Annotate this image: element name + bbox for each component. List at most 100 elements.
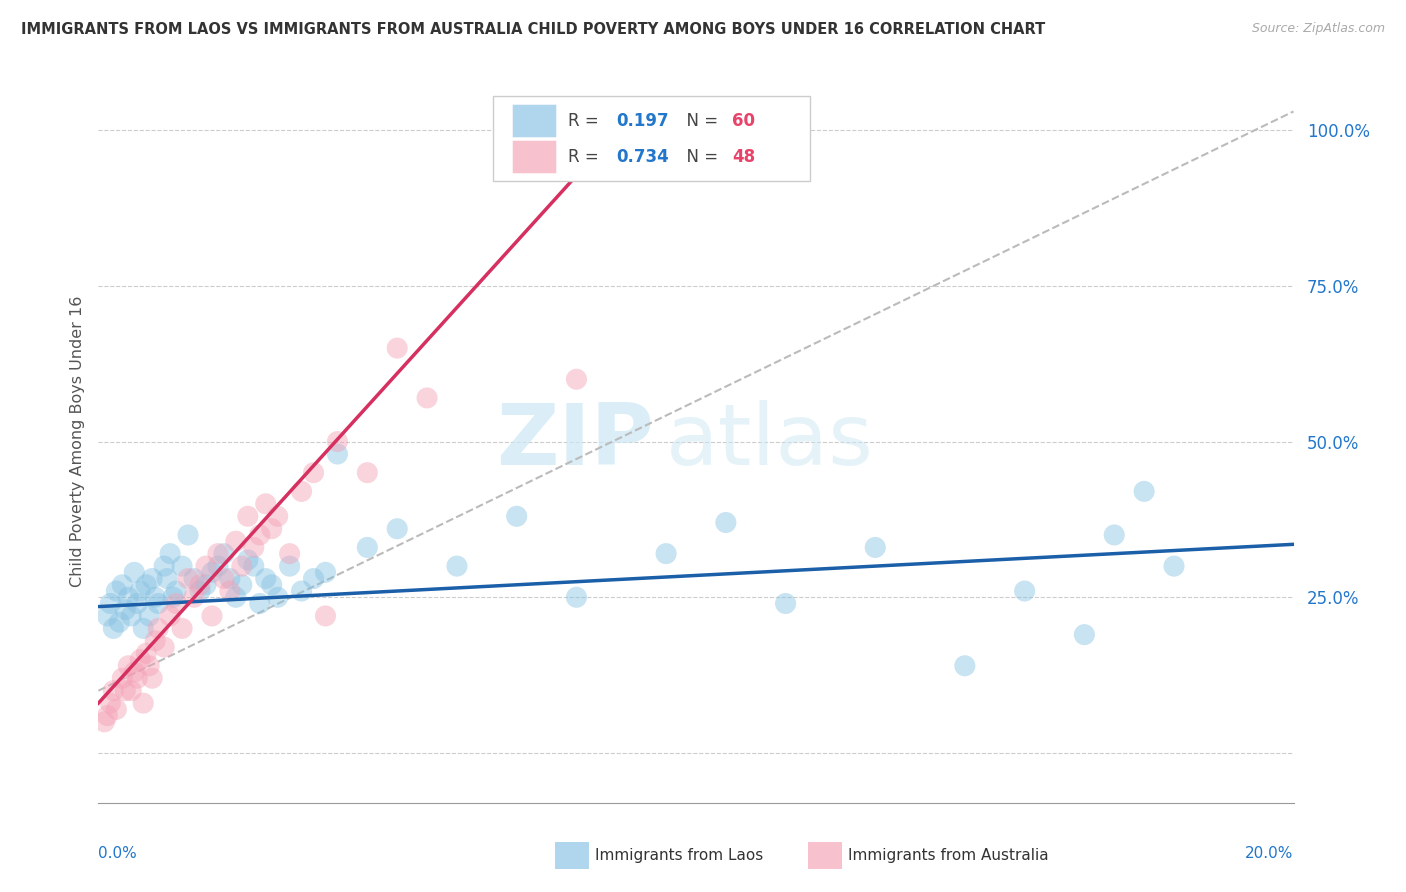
Point [114, 683, 136, 698]
Point [177, 528, 200, 542]
Point [132, 696, 155, 710]
Point [108, 615, 131, 630]
Point [117, 658, 139, 673]
FancyBboxPatch shape [512, 104, 557, 137]
Text: 60: 60 [733, 112, 755, 130]
Point [219, 584, 242, 599]
Text: R =: R = [568, 112, 605, 130]
Point [156, 572, 179, 586]
Point [315, 609, 337, 624]
Point [212, 547, 235, 561]
Point [302, 466, 325, 480]
Point [177, 572, 200, 586]
Point [1133, 484, 1156, 499]
Point [172, 621, 194, 635]
FancyBboxPatch shape [494, 96, 810, 181]
Point [117, 591, 139, 605]
Point [356, 466, 378, 480]
Point [132, 621, 155, 635]
Point [188, 584, 211, 599]
Point [143, 633, 166, 648]
Text: N =: N = [676, 148, 723, 166]
Point [775, 597, 797, 611]
Point [103, 621, 125, 635]
Point [267, 591, 290, 605]
Point [506, 509, 529, 524]
Point [141, 572, 163, 586]
Point [124, 665, 146, 679]
Point [254, 497, 277, 511]
Y-axis label: Child Poverty Among Boys Under 16: Child Poverty Among Boys Under 16 [69, 296, 84, 587]
Point [195, 559, 218, 574]
Point [127, 671, 149, 685]
Point [96, 708, 118, 723]
Text: Immigrants from Australia: Immigrants from Australia [848, 848, 1049, 863]
Point [315, 566, 337, 580]
Point [105, 702, 128, 716]
Point [98, 696, 122, 710]
Point [141, 671, 163, 685]
Point [302, 572, 325, 586]
Point [135, 646, 157, 660]
Point [260, 522, 283, 536]
Point [416, 391, 439, 405]
Point [138, 658, 160, 673]
Point [120, 683, 142, 698]
Point [278, 547, 301, 561]
Point [1014, 584, 1036, 599]
Point [1163, 559, 1185, 574]
Point [1073, 627, 1095, 641]
Point [162, 591, 184, 605]
Point [243, 559, 266, 574]
Point [129, 652, 152, 666]
Point [565, 372, 588, 386]
Point [385, 522, 409, 536]
Point [195, 578, 218, 592]
Point [231, 578, 253, 592]
Text: 20.0%: 20.0% [1246, 847, 1294, 862]
Point [172, 559, 194, 574]
Point [243, 541, 266, 555]
Point [225, 534, 247, 549]
Point [655, 547, 678, 561]
Point [536, 154, 558, 169]
Point [207, 547, 229, 561]
Point [207, 559, 229, 574]
Point [93, 714, 115, 729]
FancyBboxPatch shape [512, 140, 557, 173]
Point [127, 597, 149, 611]
Text: R =: R = [568, 148, 605, 166]
Point [124, 566, 146, 580]
Point [201, 566, 224, 580]
Point [291, 584, 314, 599]
Text: Source: ZipAtlas.com: Source: ZipAtlas.com [1251, 22, 1385, 36]
Text: 0.734: 0.734 [616, 148, 669, 166]
Text: IMMIGRANTS FROM LAOS VS IMMIGRANTS FROM AUSTRALIA CHILD POVERTY AMONG BOYS UNDER: IMMIGRANTS FROM LAOS VS IMMIGRANTS FROM … [21, 22, 1045, 37]
Point [159, 547, 181, 561]
Point [356, 541, 378, 555]
Point [143, 591, 166, 605]
Point [153, 559, 176, 574]
Point [138, 609, 160, 624]
Point [212, 572, 235, 586]
Point [165, 584, 187, 599]
Point [565, 591, 588, 605]
Point [249, 528, 271, 542]
Point [291, 484, 314, 499]
Point [219, 572, 242, 586]
Point [953, 658, 976, 673]
Point [188, 578, 211, 592]
Point [1104, 528, 1126, 542]
Point [153, 640, 176, 654]
Point [120, 609, 142, 624]
Point [129, 584, 152, 599]
Text: ZIP: ZIP [496, 400, 654, 483]
Point [183, 572, 205, 586]
Point [260, 578, 283, 592]
Text: N =: N = [676, 112, 723, 130]
Point [114, 603, 136, 617]
Point [111, 671, 134, 685]
Point [225, 591, 247, 605]
Point [236, 509, 259, 524]
Point [385, 341, 409, 355]
